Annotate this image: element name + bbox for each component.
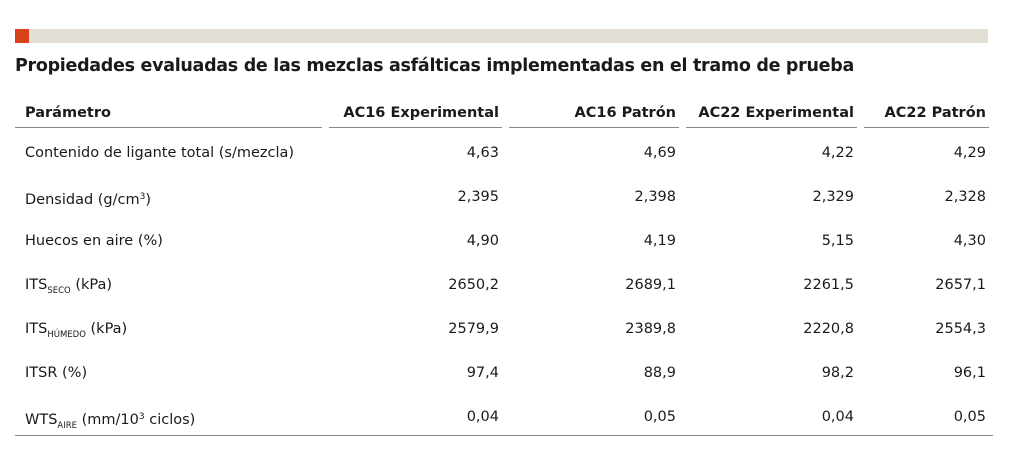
accent-square — [15, 29, 29, 43]
row-value: 2,398 — [634, 189, 676, 205]
row-value: 96,1 — [953, 365, 986, 381]
header-bar — [15, 29, 988, 43]
param-sub: SECO — [47, 286, 71, 296]
row-value: 0,05 — [643, 409, 676, 425]
row-value: 2,395 — [457, 189, 499, 205]
row-param: Huecos en aire (%) — [25, 233, 163, 249]
param-text: (mm/10 — [77, 412, 139, 428]
param-text: ciclos) — [144, 412, 196, 428]
param-text: (kPa) — [70, 277, 113, 293]
row-value: 2579,9 — [448, 321, 499, 337]
param-text: Densidad (g/cm — [25, 192, 140, 208]
param-text: (kPa) — [85, 321, 128, 337]
row-value: 2389,8 — [625, 321, 676, 337]
row-value: 2,329 — [812, 189, 854, 205]
row-value: 4,29 — [953, 145, 986, 161]
row-value: 4,63 — [466, 145, 499, 161]
row-value: 2689,1 — [625, 277, 676, 293]
row-param: Densidad (g/cm3) — [15, 172, 322, 216]
row-value: 2554,3 — [935, 321, 986, 337]
properties-table: Parámetro AC16 Experimental AC16 Patrón … — [15, 100, 989, 436]
row-value: 2261,5 — [803, 277, 854, 293]
row-param: WTSAIRE (mm/103 ciclos) — [15, 392, 322, 436]
header-ac16-patron: AC16 Patrón — [509, 100, 679, 128]
row-param: ITSHÚMEDO (kPa) — [15, 304, 322, 348]
param-sub: AIRE — [57, 421, 78, 431]
header-ac16-experimental: AC16 Experimental — [329, 100, 502, 128]
row-value: 98,2 — [821, 365, 854, 381]
row-param: Contenido de ligante total (s/mezcla) — [25, 145, 295, 161]
row-value: 4,30 — [953, 233, 986, 249]
header-ac22-experimental: AC22 Experimental — [686, 100, 857, 128]
param-text: ) — [145, 192, 152, 208]
row-value: 88,9 — [643, 365, 676, 381]
row-value: 2,328 — [944, 189, 986, 205]
row-value: 4,22 — [821, 145, 854, 161]
param-text: ITS — [25, 277, 48, 293]
param-sub: HÚMEDO — [47, 330, 86, 340]
row-value: 0,04 — [466, 409, 499, 425]
table-bottom-rule — [15, 435, 993, 437]
param-text: WTS — [25, 412, 58, 428]
row-param: ITSR (%) — [25, 365, 88, 381]
header-ac22-patron: AC22 Patrón — [864, 100, 989, 128]
row-value: 4,19 — [643, 233, 676, 249]
row-value: 2650,2 — [448, 277, 499, 293]
param-sup: 3 — [138, 412, 145, 422]
param-sup: 3 — [139, 192, 146, 202]
row-value: 4,90 — [466, 233, 499, 249]
row-param: ITSSECO (kPa) — [15, 260, 322, 304]
row-value: 97,4 — [466, 365, 499, 381]
table-title: Propiedades evaluadas de las mezclas asf… — [15, 56, 854, 76]
header-parameter: Parámetro — [15, 100, 322, 128]
row-value: 2657,1 — [935, 277, 986, 293]
row-value: 4,69 — [643, 145, 676, 161]
param-text: ITS — [25, 321, 48, 337]
row-value: 0,05 — [953, 409, 986, 425]
row-value: 0,04 — [821, 409, 854, 425]
row-value: 2220,8 — [803, 321, 854, 337]
row-value: 5,15 — [821, 233, 854, 249]
